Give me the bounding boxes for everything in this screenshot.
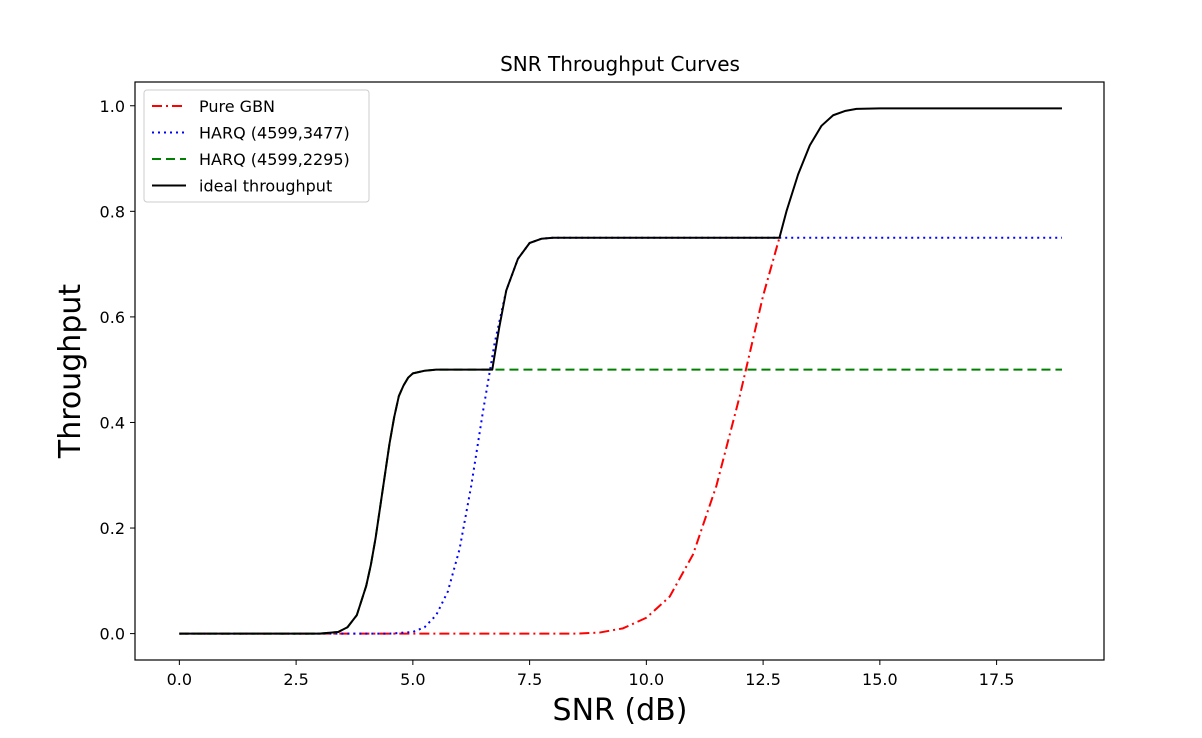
x-tick-label: 2.5 bbox=[283, 670, 308, 689]
x-tick-label: 12.5 bbox=[745, 670, 781, 689]
y-tick-label: 0.4 bbox=[100, 413, 125, 432]
legend-label: Pure GBN bbox=[199, 97, 275, 116]
x-tick-label: 5.0 bbox=[400, 670, 425, 689]
y-tick-label: 0.0 bbox=[100, 625, 125, 644]
y-axis-label: Throughput bbox=[53, 284, 88, 459]
series-line-3 bbox=[179, 107, 1062, 635]
x-tick-label: 15.0 bbox=[862, 670, 898, 689]
legend-label: ideal throughput bbox=[199, 177, 332, 196]
x-tick-label: 7.5 bbox=[517, 670, 542, 689]
x-tick-label: 10.0 bbox=[629, 670, 665, 689]
x-tick-label: 0.0 bbox=[167, 670, 192, 689]
legend-label: HARQ (4599,3477) bbox=[199, 124, 350, 143]
y-tick-label: 1.0 bbox=[100, 97, 125, 116]
legend-label: HARQ (4599,2295) bbox=[199, 150, 350, 169]
y-tick-label: 0.8 bbox=[100, 202, 125, 221]
y-tick-label: 0.6 bbox=[100, 308, 125, 327]
y-axis-ticks: 0.0 0.2 0.4 0.6 0.8 1.0 bbox=[100, 97, 135, 644]
x-tick-label: 17.5 bbox=[979, 670, 1015, 689]
chart-title: SNR Throughput Curves bbox=[500, 52, 740, 76]
plot-frame bbox=[134, 81, 1105, 661]
y-tick-label: 0.2 bbox=[100, 519, 125, 538]
legend-box bbox=[143, 89, 370, 203]
legend: Pure GBN HARQ (4599,3477) HARQ (4599,2295)… bbox=[143, 89, 370, 203]
x-axis-ticks: 0.0 2.5 5.0 7.5 10.0 12.5 15.0 17.5 bbox=[167, 660, 1015, 689]
series-layer bbox=[179, 107, 1062, 635]
x-axis-label: SNR (dB) bbox=[553, 693, 688, 728]
